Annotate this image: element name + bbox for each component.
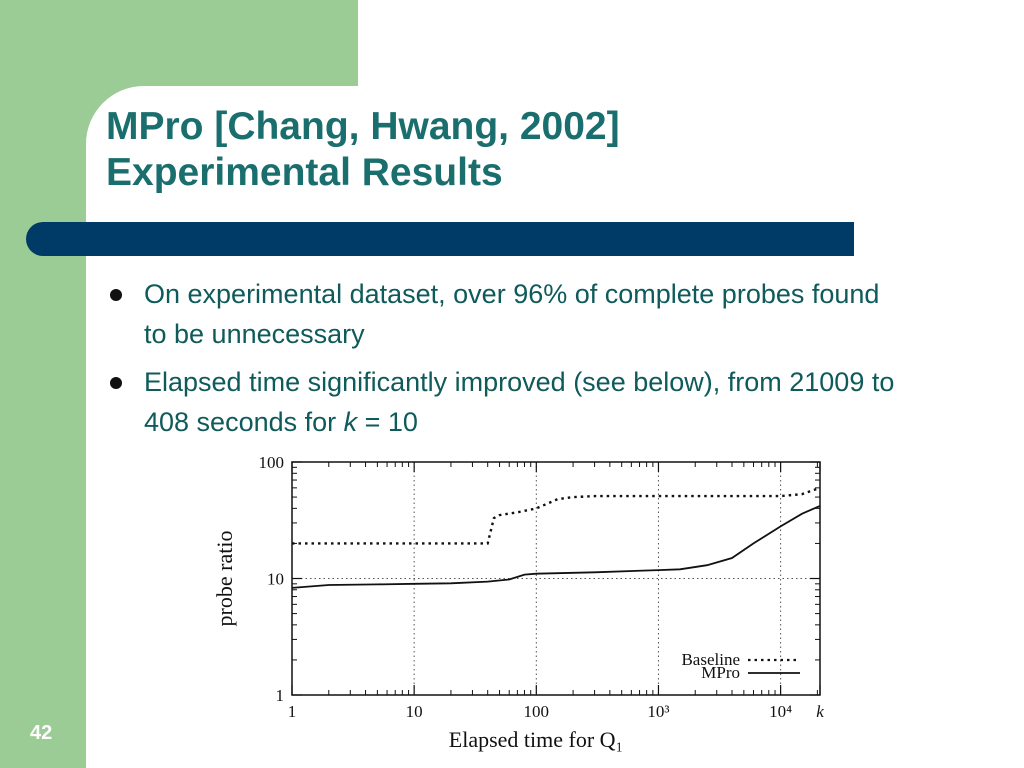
series-line-baseline [292,486,821,545]
top-band [0,0,358,86]
side-band [0,0,86,768]
bullet-dot-icon [110,289,122,301]
title-rule-bar [26,222,854,256]
x-tick-label: 1 [288,702,297,721]
x-tick-label: 10⁴ [769,702,792,721]
x-tick-label: 10³ [647,702,669,721]
bullet-list: On experimental dataset, over 96% of com… [106,274,906,450]
bullet-tail: = 10 [357,407,418,437]
bullet-variable: k [343,407,358,437]
series-line-mpro [291,505,821,589]
title-line-2: Experimental Results [106,151,503,194]
x-axis-label: Elapsed time for Q₁ [449,727,623,752]
x-tick-label: k [816,702,824,721]
chart-svg: 1 10 100 10³ 10⁴ k 1 10 100 Elapsed time for Q₁ pr… [212,453,824,752]
plot-frame [291,461,821,696]
title-line-1: MPro [Chang, Hwang, 2002] [106,105,620,148]
bullet-text: On experimental dataset, over 96% of com… [144,279,880,349]
slide-title: MPro [Chang, Hwang, 2002] Experimental R… [106,104,866,196]
bullet-item: On experimental dataset, over 96% of com… [106,274,906,354]
legend-label: Baseline [681,650,740,669]
x-tick-label: 10 [406,702,423,721]
y-tick-label: 1 [276,686,285,705]
bullet-text: Elapsed time significantly improved (see… [144,367,895,437]
probe-ratio-chart: 1 10 100 10³ 10⁴ k 1 10 100 Elapsed time for Q₁ pr… [200,445,840,760]
bullet-item: Elapsed time significantly improved (see… [106,362,906,442]
legend-label: MPro [701,663,740,682]
bullet-dot-icon [110,377,122,389]
y-tick-label: 100 [259,453,285,472]
y-axis-label: probe ratio [212,531,237,627]
page-number: 42 [30,722,53,744]
y-tick-label: 10 [267,570,284,589]
x-tick-label: 100 [524,702,550,721]
